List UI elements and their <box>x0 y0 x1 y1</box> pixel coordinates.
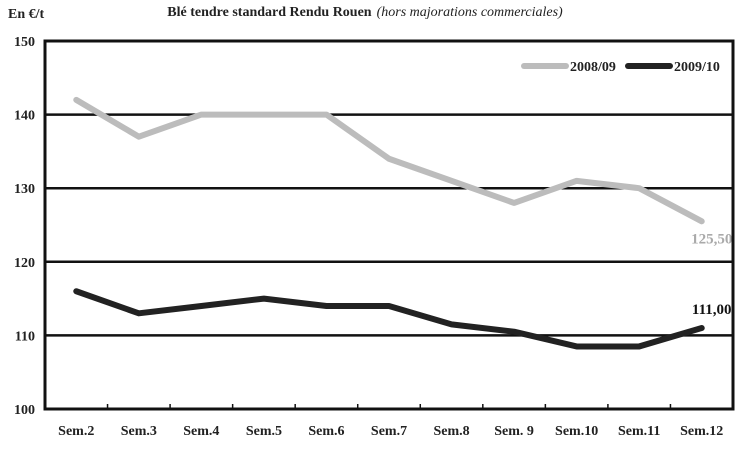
y-tick-label: 120 <box>14 256 35 271</box>
legend-label: 2009/10 <box>674 60 720 75</box>
series-lines <box>73 96 705 350</box>
chart-title: Blé tendre standard Rendu Rouen (hors maj… <box>167 5 563 20</box>
chart-subtitle: (hors majorations commerciales) <box>377 5 563 20</box>
x-tick-label: Sem.10 <box>555 424 598 439</box>
end-labels: 125,50 111,00 <box>691 231 732 318</box>
legend-label: 2008/09 <box>570 60 616 75</box>
x-tick-label: Sem.3 <box>121 424 157 439</box>
y-tick-label: 110 <box>15 329 35 344</box>
x-tick-label: Sem.5 <box>246 424 282 439</box>
series-line-2009-10 <box>73 288 705 350</box>
x-tick-label: Sem.2 <box>58 424 94 439</box>
gridlines <box>45 113 733 337</box>
x-tick-labels: Sem.2 Sem.3 Sem.4 Sem.5 Sem.6 Sem.7 Sem.8 Sem. … <box>58 404 723 439</box>
legend: 2008/09 2009/10 <box>521 60 720 75</box>
y-tick-label: 140 <box>14 109 35 124</box>
end-value-label: 111,00 <box>692 302 732 318</box>
x-tick-label: Sem.4 <box>183 424 219 439</box>
x-tick-label: Sem.12 <box>680 424 723 439</box>
x-tick-label: Sem. 9 <box>494 424 534 439</box>
y-axis-unit: En €/t <box>8 7 45 22</box>
x-tick-label: Sem.7 <box>371 424 407 439</box>
x-tick-label: Sem.11 <box>618 424 660 439</box>
y-tick-labels: 100 110 120 130 140 150 <box>14 35 35 418</box>
end-value-label: 125,50 <box>691 231 732 247</box>
x-tick-label: Sem.6 <box>308 424 344 439</box>
chart-title-main: Blé tendre standard Rendu Rouen <box>167 5 372 20</box>
x-tick-label: Sem.8 <box>433 424 469 439</box>
y-tick-label: 150 <box>14 35 35 50</box>
y-tick-label: 100 <box>14 403 35 418</box>
y-tick-label: 130 <box>14 182 35 197</box>
series-line-2008-09 <box>73 96 705 225</box>
plot-frame <box>43 39 735 411</box>
